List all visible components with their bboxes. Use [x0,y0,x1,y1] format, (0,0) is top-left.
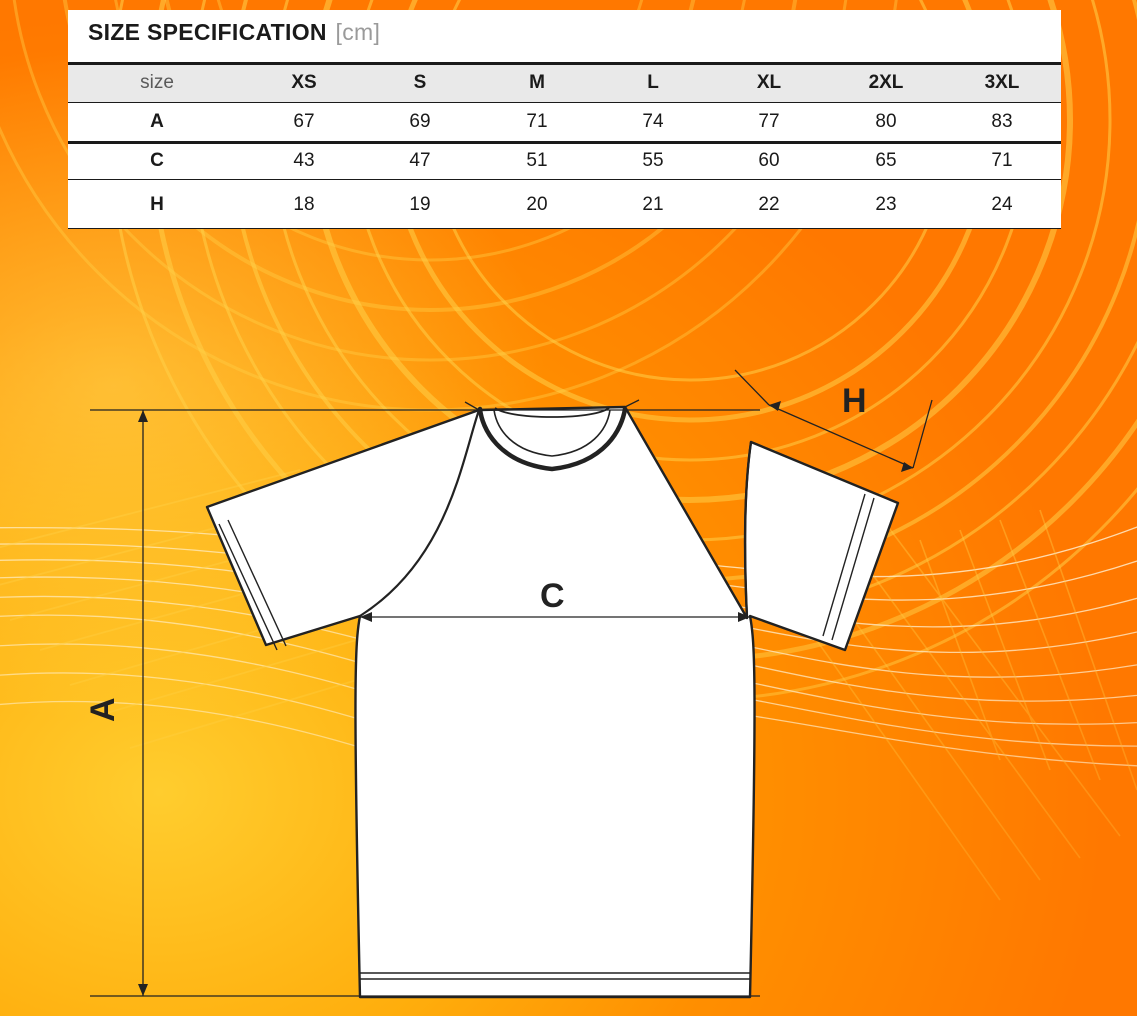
svg-text:A: A [84,697,122,722]
svg-text:C: C [540,577,565,615]
svg-text:H: H [842,382,867,420]
